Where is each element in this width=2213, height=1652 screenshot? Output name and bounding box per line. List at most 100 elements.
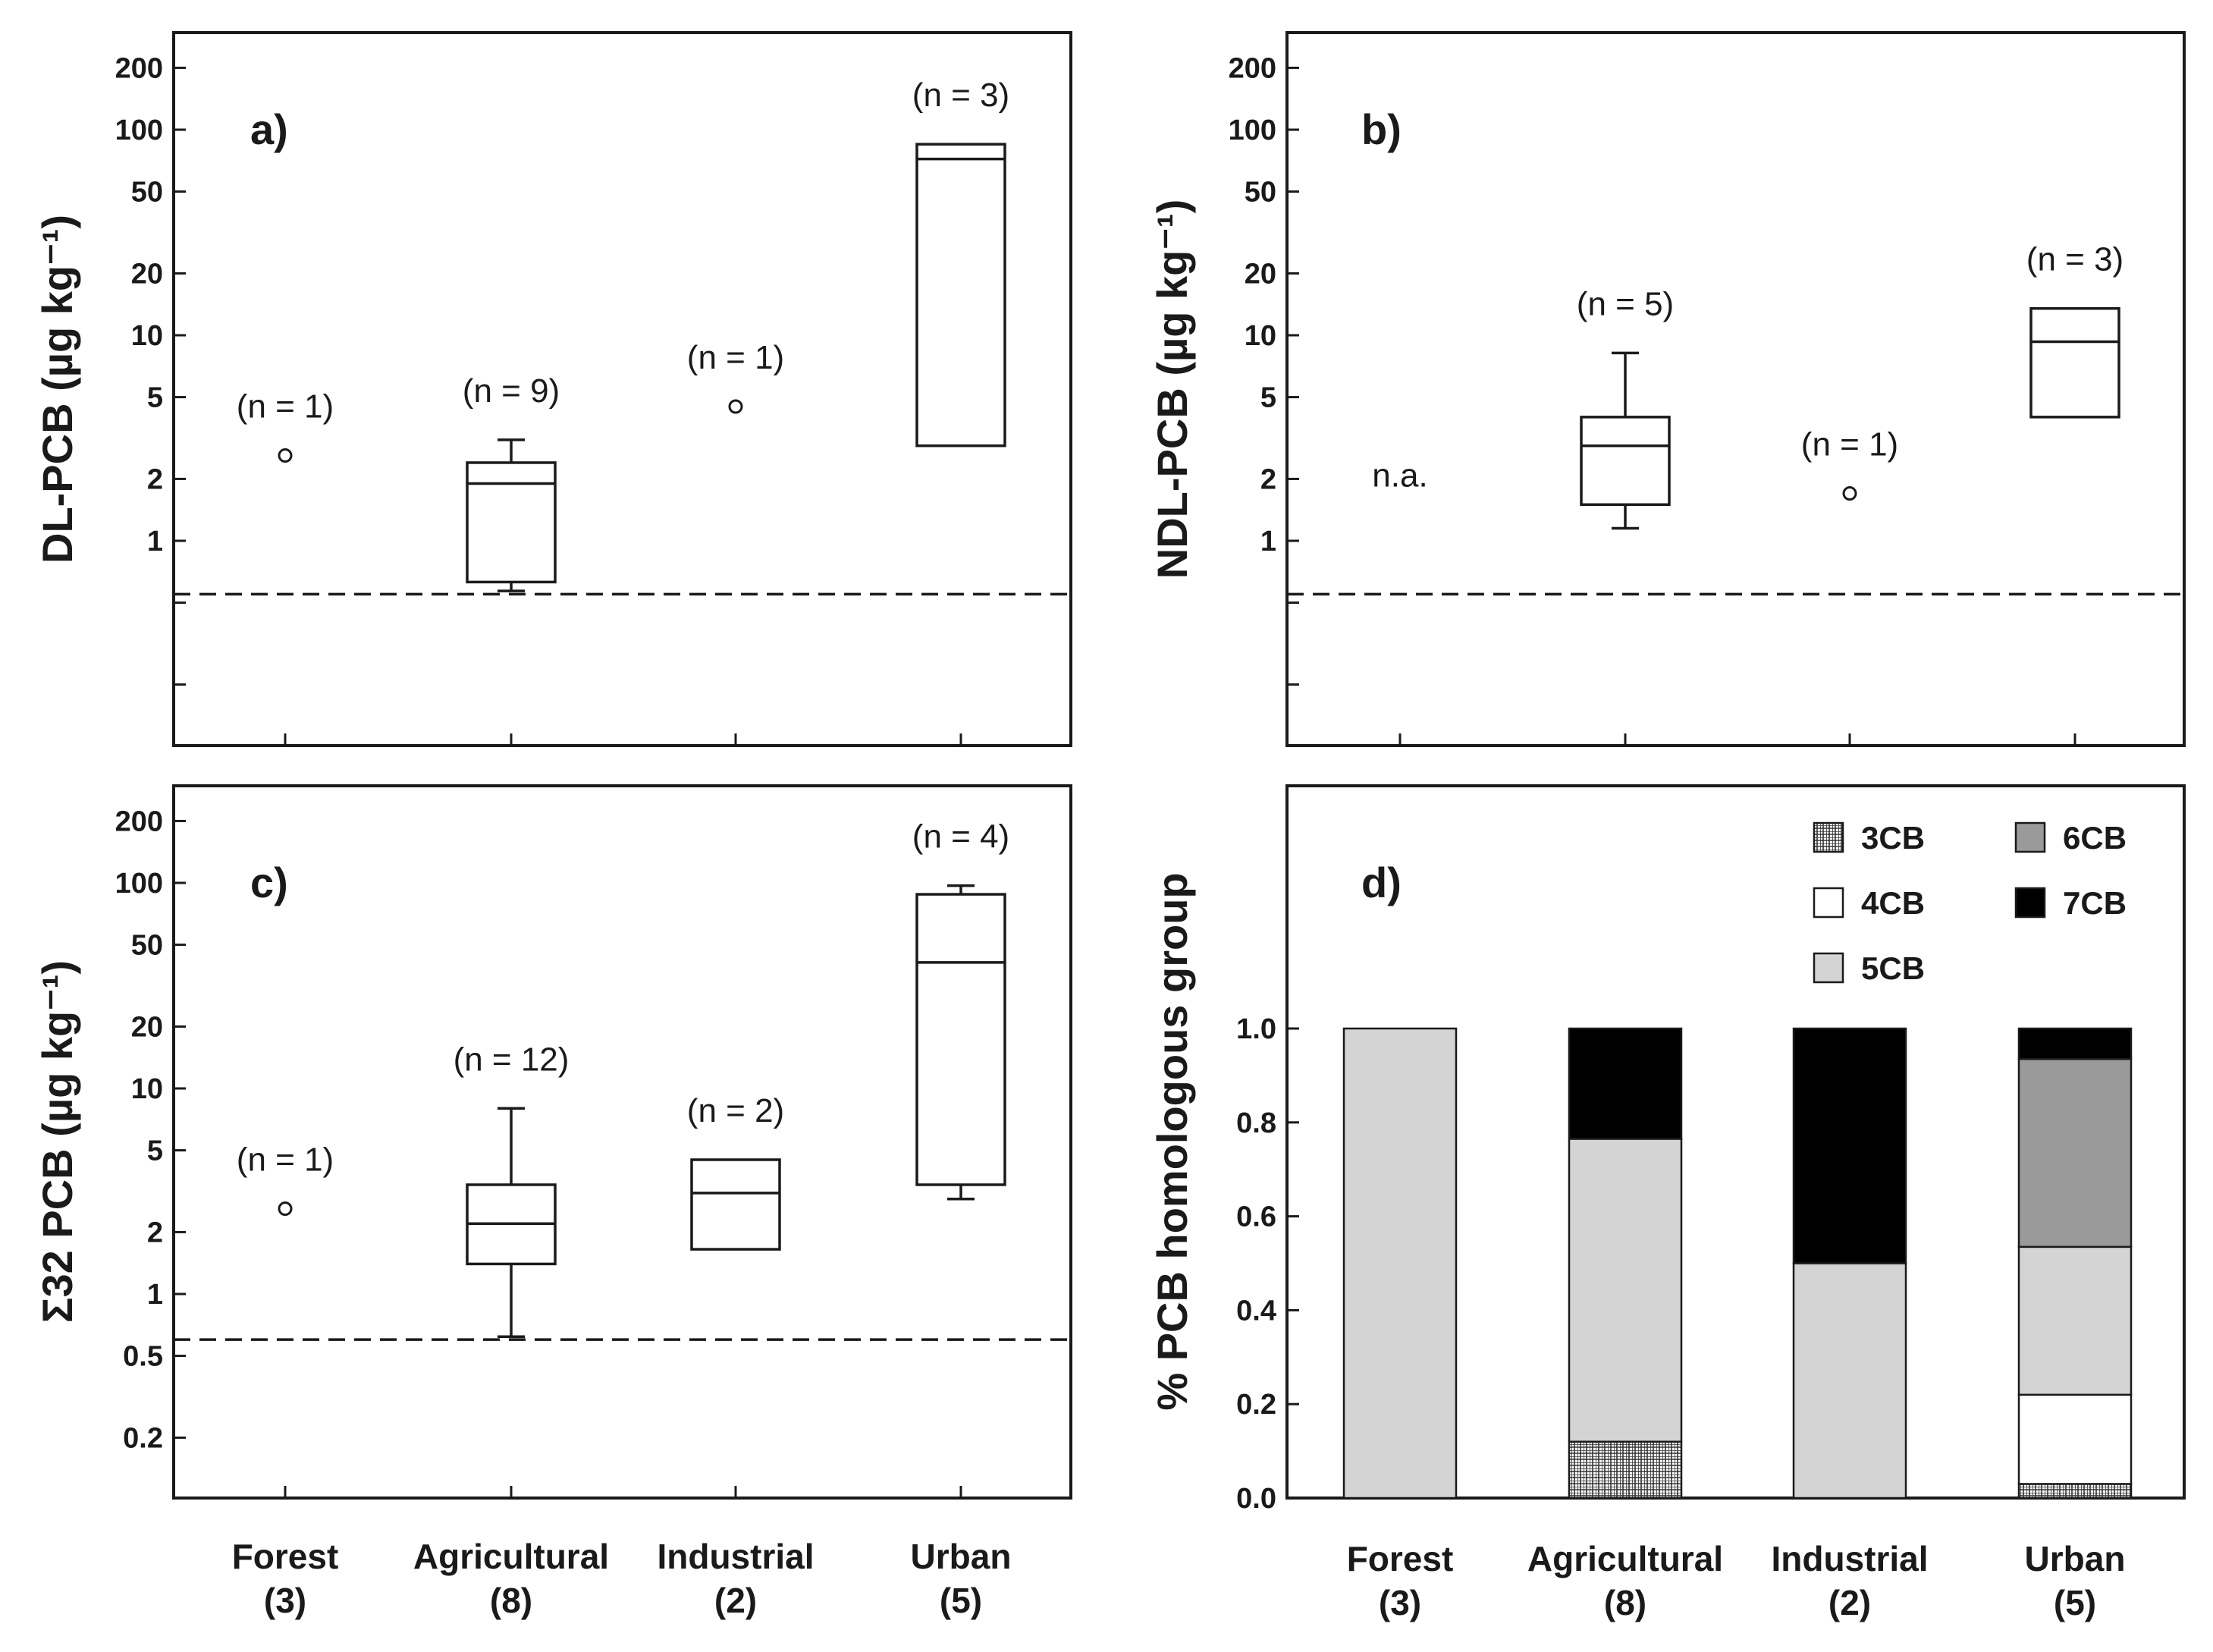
n-label: (n = 5) bbox=[1577, 285, 1674, 322]
bar-segment-7cb bbox=[1792, 1027, 1907, 1264]
data-point bbox=[1842, 486, 1857, 501]
y-tick-label: 100 bbox=[1229, 115, 1276, 146]
y-tick-label: 5 bbox=[147, 382, 163, 414]
panel-frame bbox=[1285, 784, 2186, 1500]
n-label: (n = 1) bbox=[1801, 426, 1898, 463]
group-urban: (n = 4) bbox=[912, 818, 1009, 1201]
y-tick-label: 2 bbox=[147, 463, 163, 495]
x-category-count: (2) bbox=[1828, 1583, 1871, 1622]
group-forest: (n = 1) bbox=[237, 1142, 334, 1217]
bar-segment-7cb bbox=[1568, 1027, 1683, 1140]
n-label: (n = 9) bbox=[463, 372, 560, 410]
y-tick-label: 0.5 bbox=[123, 1341, 163, 1373]
panel-frame bbox=[172, 784, 1072, 1500]
legend-swatch-3cb bbox=[1813, 821, 1844, 853]
y-tick-label: 0.2 bbox=[1236, 1389, 1276, 1421]
group-urban: (n = 3) bbox=[912, 77, 1009, 448]
bar-segment-5cb bbox=[1568, 1138, 1683, 1443]
group-agricultural: (n = 9) bbox=[463, 372, 560, 592]
y-axis-label: DL-PCB (µg kg⁻¹) bbox=[33, 215, 81, 564]
y-axis-label: NDL-PCB (µg kg⁻¹) bbox=[1148, 199, 1196, 579]
n-label: (n = 1) bbox=[237, 1142, 334, 1179]
bar-segment-5cb bbox=[1342, 1027, 1458, 1500]
box bbox=[915, 893, 1006, 1186]
x-category-label: Industrial bbox=[1771, 1539, 1928, 1578]
x-category-count: (8) bbox=[490, 1581, 532, 1620]
n-label: (n = 12) bbox=[454, 1041, 570, 1078]
x-category-label: Forest bbox=[1347, 1539, 1454, 1578]
y-tick-label: 100 bbox=[115, 868, 163, 900]
panel-label: a) bbox=[250, 105, 288, 153]
box bbox=[2029, 306, 2120, 419]
panel-b: b) NDL-PCB (µg kg⁻¹) 1 2 5 10 20 50 100 200 n.a. (n… bbox=[1148, 31, 2186, 747]
bar-industrial bbox=[1792, 1027, 1907, 1500]
box bbox=[690, 1158, 781, 1251]
x-category-label: Industrial bbox=[657, 1537, 814, 1576]
y-tick-label: 0.2 bbox=[123, 1422, 163, 1454]
panel-d: d) % PCB homologous group 0.0 0.2 0.4 0.6 0.8 1… bbox=[1148, 784, 2186, 1515]
y-tick-label: 100 bbox=[115, 115, 163, 146]
x-category-label: Urban bbox=[2025, 1539, 2126, 1578]
legend-swatch-7cb bbox=[2014, 887, 2046, 919]
y-tick-label: 0.0 bbox=[1236, 1483, 1276, 1515]
n-label: (n = 1) bbox=[687, 339, 784, 376]
n-label: (n = 3) bbox=[2026, 241, 2124, 278]
panel-a: a) DL-PCB (µg kg⁻¹) 1 2 5 10 20 50 100 200 (n = 1)… bbox=[33, 31, 1072, 747]
y-tick-label: 10 bbox=[131, 320, 163, 352]
x-category-count: (5) bbox=[2054, 1583, 2096, 1622]
group-industrial: (n = 2) bbox=[687, 1092, 784, 1251]
group-industrial: (n = 1) bbox=[687, 339, 784, 414]
x-category-label: Forest bbox=[232, 1537, 339, 1576]
y-tick-label: 0.8 bbox=[1236, 1107, 1276, 1139]
y-tick-label: 2 bbox=[1260, 463, 1276, 495]
y-tick-label: 200 bbox=[115, 52, 163, 84]
bar-segment-4cb bbox=[2017, 1393, 2133, 1485]
y-tick-label: 1 bbox=[147, 526, 163, 557]
n-label: (n = 1) bbox=[237, 388, 334, 426]
y-tick-label: 0.6 bbox=[1236, 1201, 1276, 1233]
y-tick-label: 5 bbox=[147, 1135, 163, 1167]
y-tick-label: 1 bbox=[147, 1279, 163, 1311]
y-axis-label: Σ32 PCB (µg kg⁻¹) bbox=[33, 960, 81, 1323]
y-tick-label: 50 bbox=[1245, 177, 1276, 209]
panel-frame bbox=[1285, 31, 2186, 747]
y-tick-label: 20 bbox=[131, 1011, 163, 1043]
x-category-count: (5) bbox=[940, 1581, 982, 1620]
y-tick-label: 50 bbox=[131, 930, 163, 962]
panel-label: b) bbox=[1361, 105, 1402, 153]
bar-segment-5cb bbox=[1792, 1262, 1907, 1500]
data-point bbox=[278, 448, 293, 463]
legend-swatch-4cb bbox=[1813, 887, 1844, 919]
bar-segment-7cb bbox=[2017, 1027, 2133, 1060]
y-tick-label: 10 bbox=[131, 1073, 163, 1105]
panel-label: c) bbox=[250, 859, 288, 906]
y-tick-label: 20 bbox=[131, 258, 163, 290]
x-category-count: (3) bbox=[264, 1581, 306, 1620]
group-agricultural: (n = 12) bbox=[454, 1041, 570, 1339]
group-forest: (n = 1) bbox=[237, 388, 334, 463]
x-category-label: Agricultural bbox=[413, 1537, 609, 1576]
y-tick-label: 0.4 bbox=[1236, 1295, 1276, 1327]
x-category-count: (2) bbox=[714, 1581, 757, 1620]
y-tick-label: 2 bbox=[147, 1217, 163, 1248]
box bbox=[466, 461, 557, 584]
y-tick-label: 200 bbox=[115, 806, 163, 837]
group-urban: (n = 3) bbox=[2026, 241, 2124, 419]
bar-segment-3cb bbox=[2017, 1483, 2133, 1500]
x-category-count: (8) bbox=[1604, 1583, 1646, 1622]
group-forest: n.a. bbox=[1372, 457, 1427, 495]
n-label: (n = 4) bbox=[912, 818, 1009, 856]
bar-urban bbox=[2017, 1027, 2133, 1500]
y-tick-label: 50 bbox=[131, 177, 163, 209]
y-axis-label: % PCB homologous group bbox=[1148, 872, 1196, 1410]
legend: 3CB 4CB 5CB 6CB 7CB bbox=[1813, 820, 2127, 986]
y-tick-label: 1.0 bbox=[1236, 1013, 1276, 1045]
n-label: (n = 2) bbox=[687, 1092, 784, 1129]
panel-frame bbox=[172, 31, 1072, 747]
y-tick-label: 10 bbox=[1245, 320, 1276, 352]
y-tick-label: 200 bbox=[1229, 52, 1276, 84]
x-category-label: Agricultural bbox=[1527, 1539, 1723, 1578]
panel-label: d) bbox=[1361, 859, 1402, 906]
bar-agricultural bbox=[1568, 1027, 1683, 1500]
